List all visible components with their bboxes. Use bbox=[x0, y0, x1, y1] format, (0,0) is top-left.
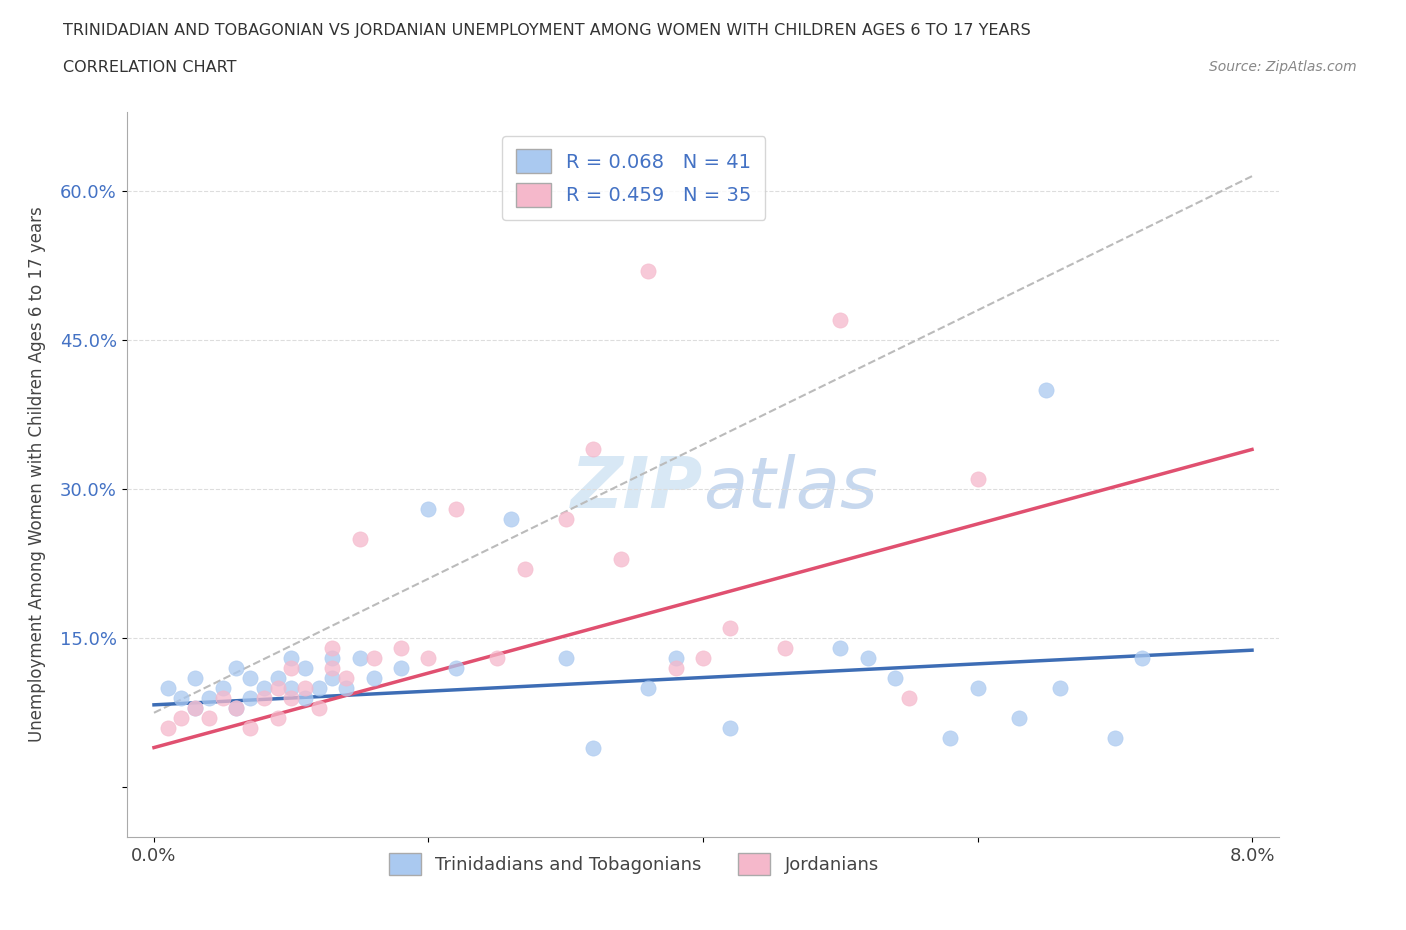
Text: atlas: atlas bbox=[703, 455, 877, 524]
Point bbox=[294, 690, 316, 705]
Text: CORRELATION CHART: CORRELATION CHART bbox=[63, 60, 236, 75]
Point bbox=[294, 681, 316, 696]
Point bbox=[211, 690, 233, 705]
Point bbox=[830, 312, 852, 327]
Point bbox=[225, 700, 247, 715]
Point bbox=[1049, 681, 1071, 696]
Point bbox=[294, 660, 316, 675]
Point bbox=[582, 442, 605, 457]
Point bbox=[444, 660, 467, 675]
Point bbox=[1008, 711, 1031, 725]
Point bbox=[198, 711, 221, 725]
Text: Source: ZipAtlas.com: Source: ZipAtlas.com bbox=[1209, 60, 1357, 74]
Point bbox=[1104, 730, 1126, 745]
Point bbox=[609, 551, 631, 566]
Point bbox=[225, 700, 247, 715]
Point bbox=[486, 651, 509, 666]
Point bbox=[266, 671, 288, 685]
Point bbox=[389, 641, 412, 656]
Point bbox=[239, 671, 262, 685]
Point bbox=[308, 700, 330, 715]
Point bbox=[884, 671, 907, 685]
Point bbox=[637, 681, 659, 696]
Point bbox=[1035, 382, 1057, 397]
Point bbox=[321, 641, 343, 656]
Text: TRINIDADIAN AND TOBAGONIAN VS JORDANIAN UNEMPLOYMENT AMONG WOMEN WITH CHILDREN A: TRINIDADIAN AND TOBAGONIAN VS JORDANIAN … bbox=[63, 23, 1031, 38]
Point bbox=[321, 660, 343, 675]
Point bbox=[966, 681, 988, 696]
Point bbox=[253, 681, 276, 696]
Point bbox=[239, 690, 262, 705]
Point bbox=[184, 671, 207, 685]
Point bbox=[321, 671, 343, 685]
Point bbox=[184, 700, 207, 715]
Point bbox=[211, 681, 233, 696]
Point bbox=[692, 651, 714, 666]
Point bbox=[720, 720, 742, 735]
Point bbox=[266, 711, 288, 725]
Point bbox=[720, 621, 742, 636]
Point bbox=[184, 700, 207, 715]
Point bbox=[664, 660, 686, 675]
Point bbox=[664, 651, 686, 666]
Point bbox=[170, 690, 193, 705]
Y-axis label: Unemployment Among Women with Children Ages 6 to 17 years: Unemployment Among Women with Children A… bbox=[28, 206, 46, 742]
Point bbox=[225, 660, 247, 675]
Point bbox=[280, 681, 302, 696]
Point bbox=[513, 562, 536, 577]
Point bbox=[775, 641, 797, 656]
Point bbox=[349, 651, 371, 666]
Point bbox=[582, 740, 605, 755]
Point bbox=[156, 720, 179, 735]
Point bbox=[280, 690, 302, 705]
Point bbox=[349, 531, 371, 546]
Point bbox=[418, 501, 440, 516]
Point bbox=[335, 671, 357, 685]
Point bbox=[897, 690, 920, 705]
Point bbox=[308, 681, 330, 696]
Legend: Trinidadians and Tobagonians, Jordanians: Trinidadians and Tobagonians, Jordanians bbox=[378, 843, 890, 886]
Point bbox=[856, 651, 879, 666]
Point bbox=[1130, 651, 1153, 666]
Point bbox=[554, 651, 576, 666]
Point bbox=[239, 720, 262, 735]
Point bbox=[418, 651, 440, 666]
Point bbox=[170, 711, 193, 725]
Point bbox=[280, 651, 302, 666]
Point bbox=[830, 641, 852, 656]
Text: ZIP: ZIP bbox=[571, 455, 703, 524]
Point bbox=[321, 651, 343, 666]
Point bbox=[156, 681, 179, 696]
Point bbox=[198, 690, 221, 705]
Point bbox=[499, 512, 522, 526]
Point bbox=[554, 512, 576, 526]
Point bbox=[363, 671, 385, 685]
Point bbox=[253, 690, 276, 705]
Point bbox=[939, 730, 962, 745]
Point bbox=[966, 472, 988, 486]
Point bbox=[280, 660, 302, 675]
Point bbox=[363, 651, 385, 666]
Point bbox=[335, 681, 357, 696]
Point bbox=[444, 501, 467, 516]
Point bbox=[389, 660, 412, 675]
Point bbox=[637, 263, 659, 278]
Point bbox=[266, 681, 288, 696]
